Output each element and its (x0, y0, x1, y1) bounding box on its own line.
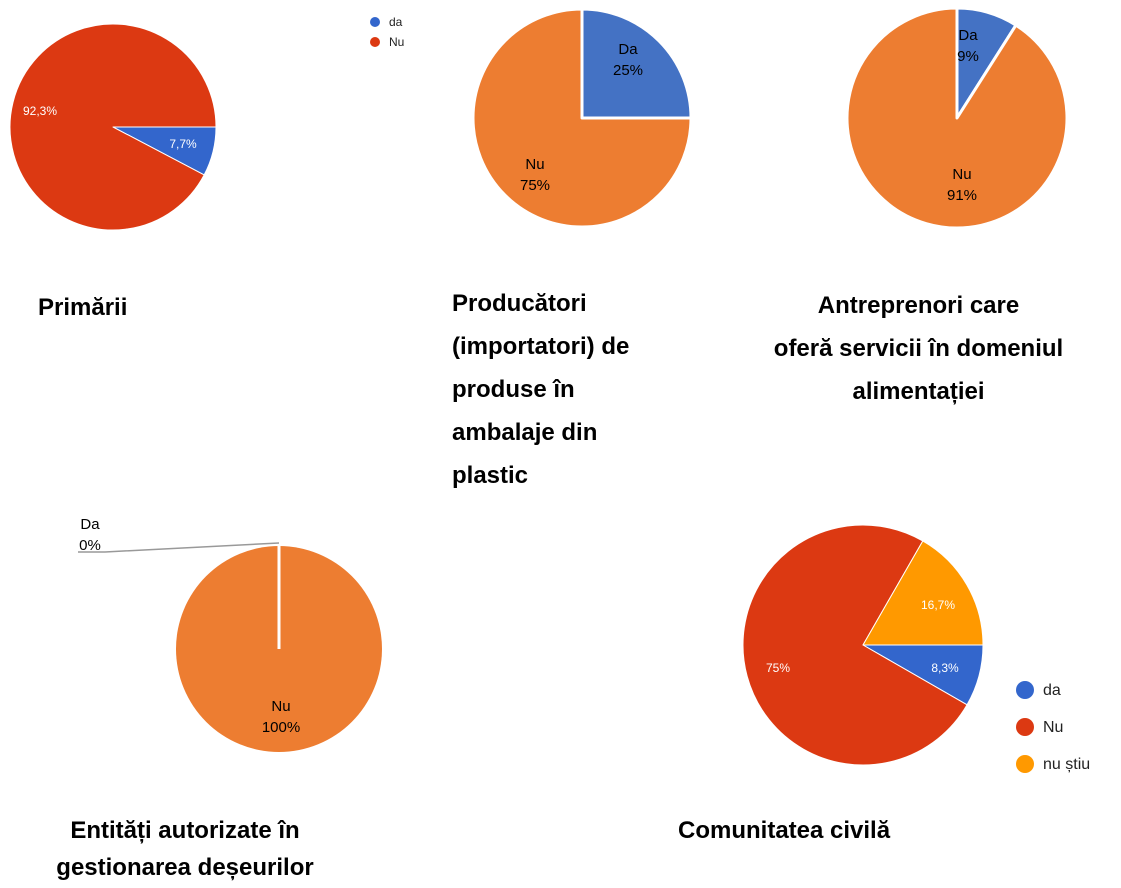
legend-label: da (389, 15, 403, 29)
legend-label: da (1043, 682, 1061, 699)
pie-slice (845, 6, 1069, 230)
slice-label: 25% (613, 62, 643, 79)
chart-caption: Comunitatea civilă (678, 817, 891, 844)
slice-category: Da (618, 41, 638, 58)
pie-slice (580, 7, 693, 120)
slice-category: Da (80, 516, 100, 533)
legend-swatch (370, 37, 380, 47)
legend-swatch (370, 17, 380, 27)
slice-category: Nu (271, 698, 290, 715)
chart-caption: Producători (importatori) de produse în … (452, 290, 630, 489)
chart-caption: Entități autorizate în gestionarea deșeu… (56, 817, 314, 881)
pie-slice (862, 540, 984, 646)
slice-label: 0% (79, 537, 101, 554)
slice-label: 92,3% (23, 104, 57, 118)
slice-label: 7,7% (169, 137, 197, 151)
legend-label: Nu (389, 35, 404, 49)
legend-swatch (1016, 681, 1034, 699)
slice-label: 16,7% (921, 598, 955, 612)
leader-line (78, 542, 280, 553)
slice-label: 91% (947, 187, 977, 204)
pie-slice (9, 23, 217, 231)
legend-label: nu știu (1043, 756, 1090, 773)
legend-label: Nu (1043, 719, 1063, 736)
legend-swatch (1016, 718, 1034, 736)
pie-slice (742, 524, 968, 766)
slice-category: Da (958, 27, 978, 44)
slice-label: 9% (957, 48, 979, 65)
pie-slice (471, 7, 693, 229)
slice-label: 8,3% (931, 661, 959, 675)
slice-label: 75% (766, 661, 790, 675)
slice-label: 100% (262, 719, 300, 736)
slice-label: 75% (520, 177, 550, 194)
legend-swatch (1016, 755, 1034, 773)
chart-caption: Primării (38, 294, 128, 321)
slice-category: Nu (952, 166, 971, 183)
slice-category: Nu (525, 156, 544, 173)
chart-caption: Antreprenori care oferă servicii în dome… (773, 292, 1064, 405)
